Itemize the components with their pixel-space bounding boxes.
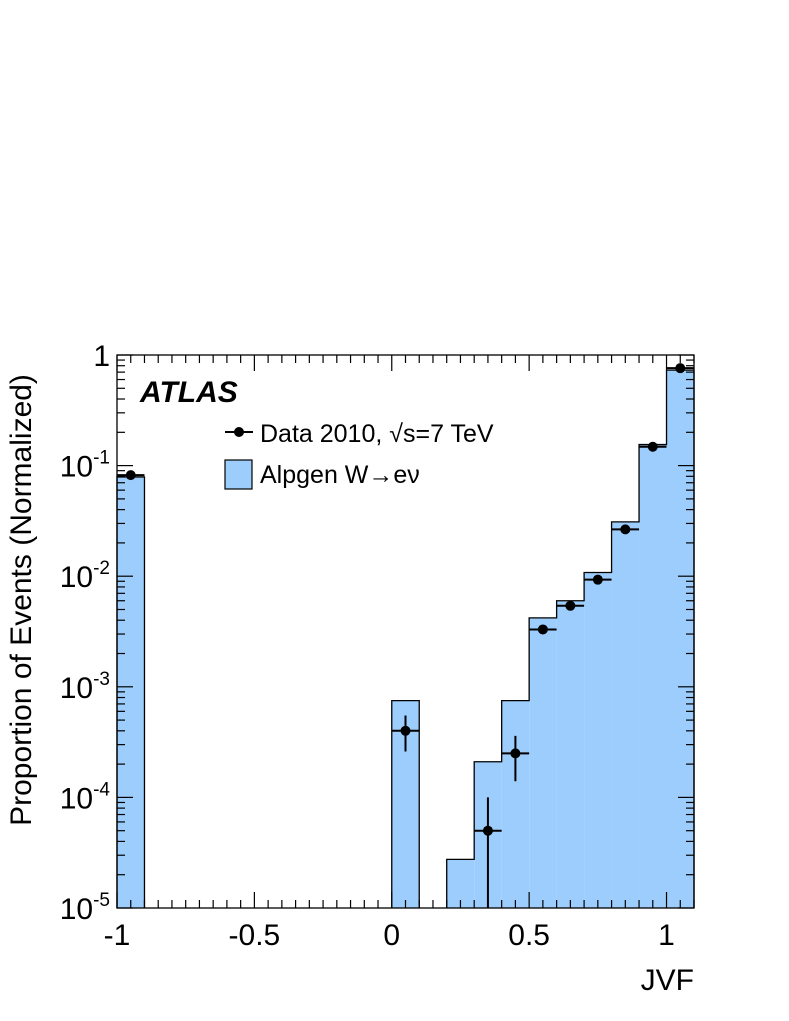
y-tick-label-base: 10 <box>60 782 93 815</box>
mc-bin-4 <box>501 700 530 908</box>
y-tick-label-3: 10-3 <box>60 669 110 705</box>
y-tick-label-base: 10 <box>60 561 93 594</box>
mc-bin-6 <box>556 600 585 908</box>
mc-bin-0 <box>117 476 145 908</box>
data-point-0 <box>117 470 145 481</box>
data-point-8 <box>639 441 667 452</box>
legend-mc-label: Alpgen W→eν <box>260 461 420 489</box>
legend-mc-swatch <box>224 459 253 490</box>
data-point-marker-3 <box>510 748 521 759</box>
y-tick-label-2: 10-2 <box>60 558 110 594</box>
y-tick-label-5: 10-5 <box>60 890 110 926</box>
x-tick-label-4: 1 <box>658 919 675 952</box>
mc-bin-8 <box>611 521 640 908</box>
y-tick-label-exponent: -5 <box>93 890 110 911</box>
y-tick-label-base: 10 <box>60 672 93 705</box>
data-points-layer <box>117 363 694 908</box>
data-point-2 <box>474 797 502 908</box>
mc-bin-2 <box>446 859 475 908</box>
y-tick-label-exponent: -4 <box>93 779 110 800</box>
data-point-marker-2 <box>482 825 493 836</box>
y-axis-title: Proportion of Events (Normalized) <box>5 374 38 826</box>
data-point-7 <box>611 524 640 535</box>
data-point-marker-9 <box>675 363 686 374</box>
data-point-9 <box>666 363 694 374</box>
y-tick-label-exponent: -1 <box>93 448 110 469</box>
data-point-marker-7 <box>620 524 631 535</box>
legend-data-marker <box>234 427 244 437</box>
data-point-marker-5 <box>565 600 576 611</box>
data-point-marker-0 <box>125 470 136 481</box>
data-point-marker-8 <box>647 441 658 452</box>
x-tick-label-3: 0.5 <box>508 919 550 952</box>
mc-bin-9 <box>639 444 667 908</box>
y-tick-label-4: 10-4 <box>60 779 111 815</box>
x-axis-title: JVF <box>641 964 694 997</box>
data-point-6 <box>584 574 612 585</box>
y-tick-label-base: 10 <box>60 451 93 484</box>
y-tick-label-base: 10 <box>60 893 93 926</box>
data-point-5 <box>556 600 585 611</box>
y-tick-label-exponent: -2 <box>93 558 110 579</box>
histogram-layer <box>116 369 695 909</box>
data-point-marker-1 <box>400 725 411 736</box>
x-tick-label-2: 0 <box>383 919 400 952</box>
atlas-label: ATLAS <box>139 376 238 409</box>
data-point-3 <box>501 735 530 782</box>
data-point-4 <box>529 624 557 635</box>
y-tick-label-base: 1 <box>93 340 110 373</box>
legend: Data 2010, √s=7 TeV Alpgen W→eν <box>224 420 494 490</box>
y-tick-label-0: 1 <box>93 340 110 373</box>
mc-bin-10 <box>666 370 694 909</box>
data-point-marker-4 <box>537 624 548 635</box>
mc-bin-7 <box>584 572 612 908</box>
x-tick-label-1: -0.5 <box>229 919 281 952</box>
mc-bin-5 <box>529 617 557 908</box>
legend-data-label: Data 2010, √s=7 TeV <box>260 420 494 448</box>
y-tick-label-1: 10-1 <box>60 448 110 484</box>
x-tick-label-0: -1 <box>104 919 131 952</box>
data-point-marker-6 <box>592 574 603 585</box>
data-point-1 <box>391 715 420 752</box>
y-tick-label-exponent: -3 <box>93 669 110 690</box>
